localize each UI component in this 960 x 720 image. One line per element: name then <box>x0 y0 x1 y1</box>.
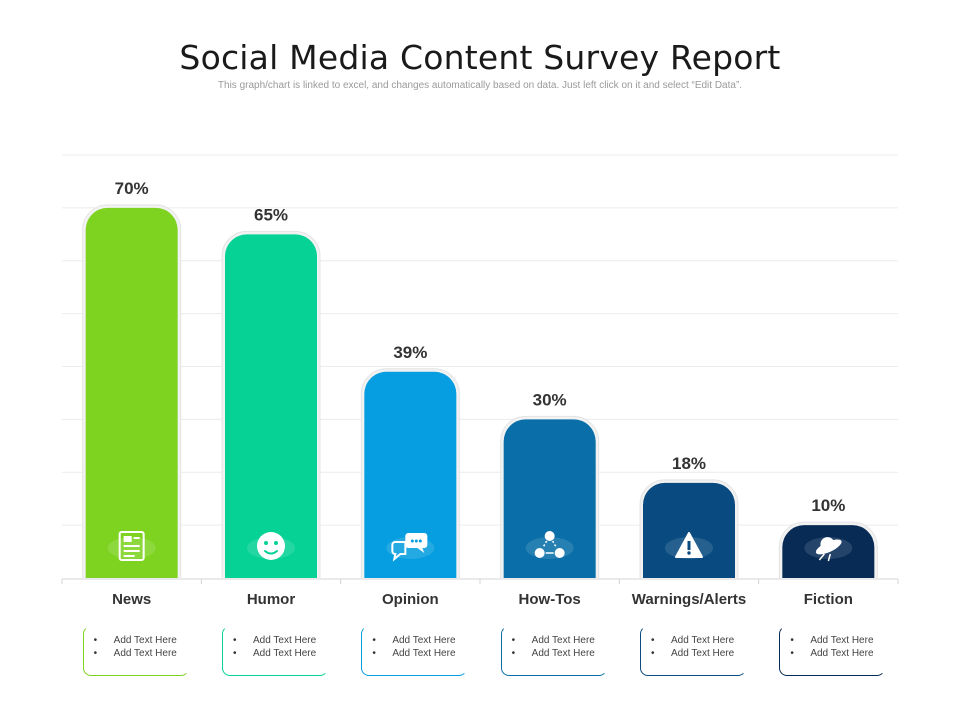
bullet-list: Add Text HereAdd Text Here <box>651 634 745 660</box>
category-label: Warnings/Alerts <box>632 591 746 608</box>
category-label: News <box>112 591 151 608</box>
text-placeholder-box[interactable]: Add Text HereAdd Text Here <box>222 626 328 676</box>
steps-process-icon <box>525 531 574 559</box>
chart-subtitle: This graph/chart is linked to excel, and… <box>217 80 743 91</box>
ufo-icon <box>804 537 853 562</box>
bullet-list: Add Text HereAdd Text Here <box>512 634 606 660</box>
data-label: 10% <box>811 496 845 515</box>
data-label: 65% <box>254 205 288 224</box>
bullet-item: Add Text Here <box>372 647 466 660</box>
text-placeholder-box[interactable]: Add Text HereAdd Text Here <box>640 626 746 676</box>
bullet-item: Add Text Here <box>651 647 745 660</box>
data-label: 39% <box>393 343 427 362</box>
bullet-list: Add Text HereAdd Text Here <box>790 634 884 660</box>
category-label: Humor <box>247 591 295 608</box>
bullet-item: Add Text Here <box>94 634 188 647</box>
text-placeholder-box[interactable]: Add Text HereAdd Text Here <box>779 626 886 676</box>
newspaper-icon <box>107 531 156 561</box>
bullet-item: Add Text Here <box>512 634 606 647</box>
bullet-item: Add Text Here <box>790 634 884 647</box>
data-label: 18% <box>672 454 706 473</box>
bullet-item: Add Text Here <box>94 647 188 660</box>
bullet-item: Add Text Here <box>233 634 327 647</box>
bullet-list: Add Text HereAdd Text Here <box>233 634 327 660</box>
category-label: How-Tos <box>519 591 581 608</box>
chat-bubbles-icon <box>386 533 435 562</box>
smiley-face-icon <box>247 532 295 560</box>
data-label: 70% <box>115 179 149 198</box>
bullet-list: Add Text HereAdd Text Here <box>372 634 466 660</box>
bullet-list: Add Text HereAdd Text Here <box>94 634 188 660</box>
bullet-item: Add Text Here <box>372 634 466 647</box>
bullet-item: Add Text Here <box>233 647 327 660</box>
chart-title: Social Media Content Survey Report <box>179 38 781 77</box>
bar-news[interactable] <box>85 207 178 578</box>
text-placeholder-box[interactable]: Add Text HereAdd Text Here <box>500 626 607 676</box>
warning-triangle-icon <box>665 532 713 559</box>
bullet-item: Add Text Here <box>651 634 745 647</box>
bar-chart: 70% News 65% Humor 39% Opinion 30% How-Tos 18% Wa… <box>61 154 899 608</box>
bar-warnings-alerts[interactable] <box>643 482 735 578</box>
text-placeholder-box[interactable]: Add Text HereAdd Text Here <box>361 626 468 676</box>
category-label: Opinion <box>382 591 439 608</box>
bar-how-tos[interactable] <box>503 419 596 578</box>
bar-opinion[interactable] <box>364 371 457 578</box>
bar-humor[interactable] <box>225 234 317 578</box>
text-placeholder-box[interactable]: Add Text HereAdd Text Here <box>82 626 189 676</box>
data-label: 30% <box>533 390 567 409</box>
category-label: Fiction <box>804 591 853 608</box>
bullet-item: Add Text Here <box>512 647 606 660</box>
bullet-item: Add Text Here <box>790 647 884 660</box>
